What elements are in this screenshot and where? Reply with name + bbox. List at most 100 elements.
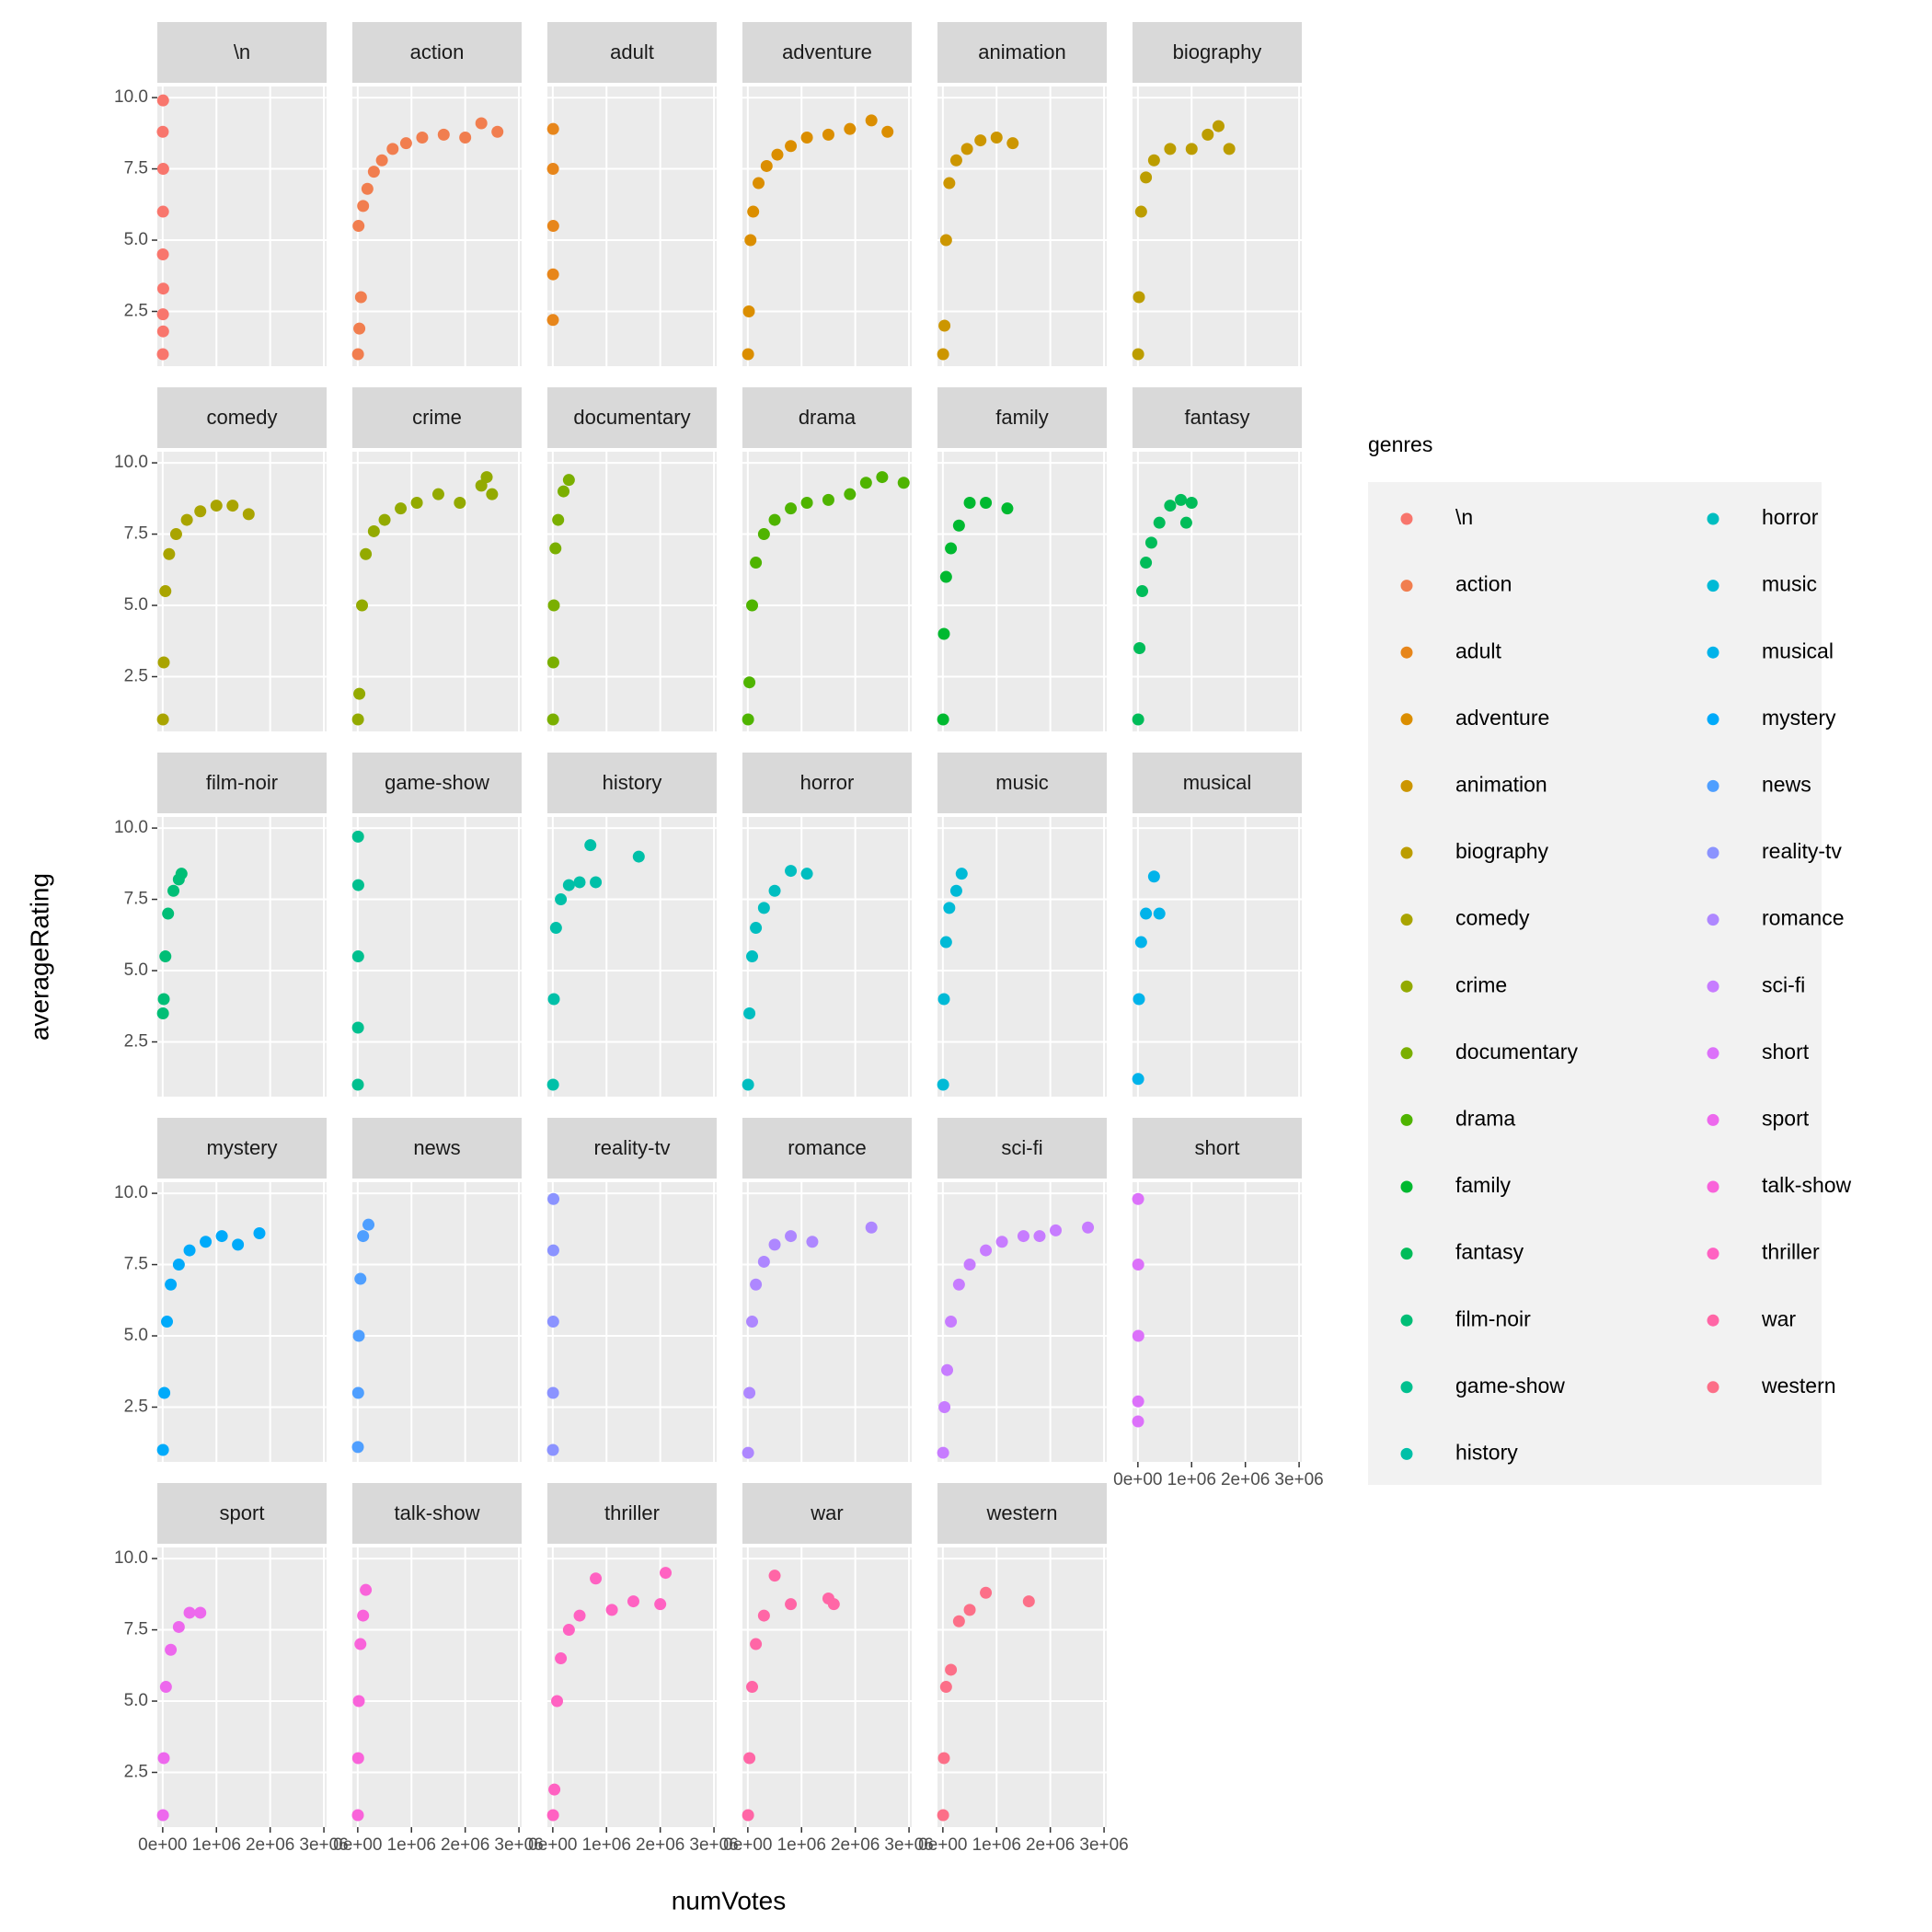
y-tick-label: 10.0 bbox=[114, 818, 148, 837]
point bbox=[939, 234, 952, 247]
point bbox=[881, 125, 894, 138]
point bbox=[746, 599, 759, 612]
point bbox=[357, 1230, 370, 1243]
point bbox=[555, 1652, 568, 1665]
strip-label: fantasy bbox=[1185, 406, 1250, 429]
x-tick-label: 3e+06 bbox=[689, 1835, 738, 1855]
legend-key bbox=[1707, 1248, 1719, 1260]
point bbox=[827, 1598, 840, 1611]
point bbox=[475, 479, 488, 492]
point bbox=[746, 1681, 759, 1694]
strip bbox=[1133, 1118, 1302, 1179]
point bbox=[990, 131, 1003, 144]
strip bbox=[352, 22, 522, 83]
point bbox=[757, 1255, 770, 1268]
x-tick-label: 2e+06 bbox=[1221, 1470, 1270, 1489]
point bbox=[159, 1681, 172, 1694]
point bbox=[1022, 1595, 1035, 1608]
point bbox=[546, 1316, 559, 1328]
point bbox=[746, 1316, 759, 1328]
strip-label: adventure bbox=[782, 40, 872, 63]
point bbox=[549, 542, 562, 555]
strip-label: family bbox=[995, 406, 1048, 429]
point bbox=[548, 1783, 561, 1796]
point bbox=[546, 314, 559, 327]
point bbox=[558, 485, 570, 498]
y-tick-label: 5.0 bbox=[124, 595, 148, 615]
panel bbox=[937, 817, 1107, 1097]
strip bbox=[157, 1483, 327, 1544]
point bbox=[1132, 1259, 1144, 1271]
point bbox=[1133, 642, 1146, 655]
legend-label: musical bbox=[1762, 638, 1834, 662]
point bbox=[165, 1643, 178, 1656]
strip bbox=[352, 387, 522, 448]
x-tick-label: 1e+06 bbox=[777, 1835, 826, 1855]
x-tick-label: 0e+00 bbox=[918, 1835, 967, 1855]
point bbox=[743, 1386, 756, 1399]
point bbox=[375, 154, 388, 167]
legend-key bbox=[1400, 914, 1413, 926]
point bbox=[552, 513, 565, 526]
point bbox=[943, 177, 956, 190]
point bbox=[351, 830, 364, 843]
point bbox=[939, 570, 952, 583]
point bbox=[945, 1663, 958, 1676]
y-tick-label: 10.0 bbox=[114, 87, 148, 107]
point bbox=[1132, 1073, 1144, 1086]
x-tick-label: 0e+00 bbox=[528, 1835, 577, 1855]
y-tick-label: 10.0 bbox=[114, 453, 148, 472]
x-tick-label: 0e+00 bbox=[138, 1835, 187, 1855]
point bbox=[1185, 496, 1198, 509]
strip-label: sci-fi bbox=[1001, 1136, 1042, 1159]
legend-key bbox=[1707, 846, 1719, 859]
strip-label: music bbox=[995, 771, 1048, 794]
point bbox=[546, 1386, 559, 1399]
legend-key bbox=[1400, 980, 1413, 993]
legend-label: \n bbox=[1455, 505, 1473, 529]
point bbox=[785, 502, 798, 515]
point bbox=[210, 500, 223, 512]
point bbox=[546, 268, 559, 281]
point bbox=[980, 496, 993, 509]
strip-label: short bbox=[1195, 1136, 1240, 1159]
point bbox=[939, 1681, 952, 1694]
x-tick-label: 3e+06 bbox=[1079, 1835, 1128, 1855]
x-tick-label: 0e+00 bbox=[1113, 1470, 1162, 1489]
x-tick-label: 2e+06 bbox=[1026, 1835, 1075, 1855]
strip-label: romance bbox=[788, 1136, 867, 1159]
point bbox=[1132, 713, 1144, 726]
point bbox=[1140, 557, 1153, 569]
point bbox=[1153, 516, 1166, 529]
legend-label: action bbox=[1455, 572, 1512, 596]
point bbox=[768, 1570, 781, 1582]
strip bbox=[937, 22, 1107, 83]
point bbox=[253, 1226, 266, 1239]
legend-label: talk-show bbox=[1762, 1173, 1852, 1197]
point bbox=[742, 1078, 754, 1091]
point bbox=[416, 131, 429, 144]
point bbox=[354, 291, 367, 304]
legend-label: adventure bbox=[1455, 706, 1549, 730]
y-tick-label: 2.5 bbox=[124, 1763, 148, 1782]
point bbox=[1033, 1230, 1046, 1243]
point bbox=[937, 348, 949, 361]
legend-label: sci-fi bbox=[1762, 972, 1805, 996]
point bbox=[546, 1244, 559, 1257]
point bbox=[555, 893, 568, 906]
legend-key bbox=[1707, 646, 1719, 659]
point bbox=[156, 713, 169, 726]
panel bbox=[157, 817, 327, 1097]
strip bbox=[937, 1483, 1107, 1544]
point bbox=[549, 922, 562, 935]
point bbox=[175, 868, 188, 880]
point bbox=[551, 1695, 564, 1708]
point bbox=[357, 200, 370, 213]
point bbox=[937, 1078, 949, 1091]
point bbox=[573, 1609, 586, 1622]
point bbox=[362, 1218, 375, 1231]
legend-key bbox=[1707, 1180, 1719, 1193]
point bbox=[215, 1230, 228, 1243]
point bbox=[785, 1230, 798, 1243]
point bbox=[360, 547, 373, 560]
